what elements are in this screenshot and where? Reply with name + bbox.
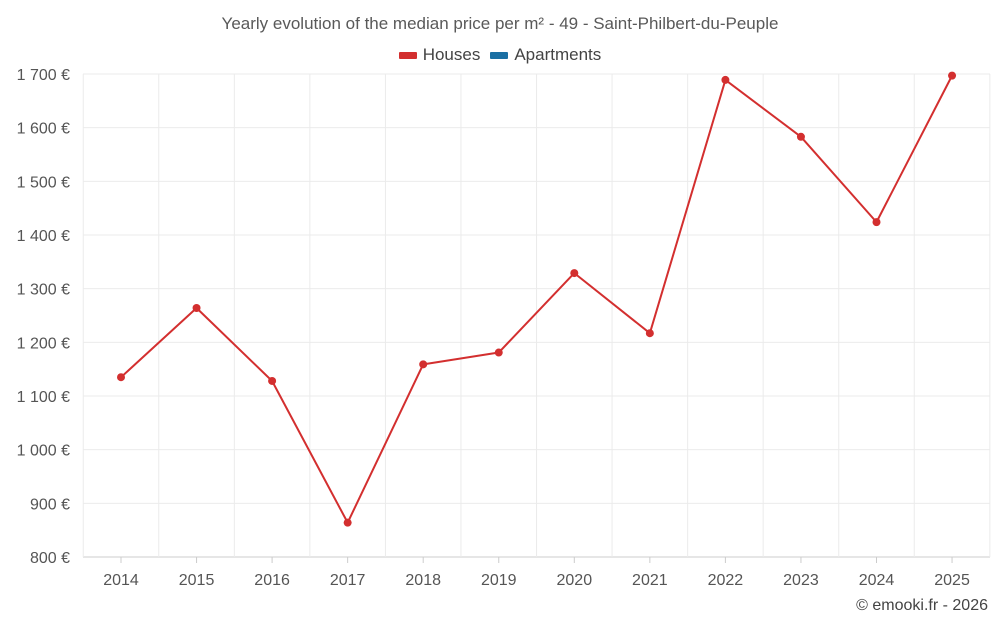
series-line-houses bbox=[120, 75, 953, 524]
data-point bbox=[268, 376, 277, 385]
x-tick-label: 2022 bbox=[708, 572, 744, 589]
x-tick-label: 2025 bbox=[934, 572, 970, 589]
legend-label-houses: Houses bbox=[422, 45, 481, 64]
legend: Houses Apartments bbox=[0, 45, 1000, 65]
y-tick-label: 1 300 € bbox=[17, 282, 70, 299]
x-tick-label: 2017 bbox=[330, 572, 366, 589]
x-tick-label: 2024 bbox=[859, 572, 895, 589]
x-tick-label: 2016 bbox=[254, 572, 290, 589]
x-tick-label: 2014 bbox=[103, 572, 139, 589]
legend-item-houses[interactable]: Houses bbox=[398, 45, 481, 65]
data-point bbox=[192, 303, 201, 312]
copyright-credit: © emooki.fr - 2026 bbox=[856, 597, 988, 614]
data-point bbox=[645, 329, 654, 338]
legend-item-apartments[interactable]: Apartments bbox=[490, 45, 601, 65]
data-point bbox=[721, 75, 730, 84]
y-tick-label: 1 100 € bbox=[17, 389, 70, 406]
y-tick-label: 1 200 € bbox=[17, 335, 70, 352]
data-point bbox=[419, 360, 428, 369]
data-point bbox=[343, 518, 352, 527]
data-point bbox=[570, 269, 579, 278]
data-point bbox=[796, 132, 805, 141]
chart-title: Yearly evolution of the median price per… bbox=[221, 14, 779, 33]
data-point bbox=[494, 348, 503, 357]
data-point bbox=[948, 71, 957, 80]
x-tick-label: 2020 bbox=[557, 572, 593, 589]
y-tick-label: 1 500 € bbox=[17, 174, 70, 191]
legend-label-apartments: Apartments bbox=[514, 45, 602, 64]
legend-swatch-houses bbox=[398, 51, 417, 59]
y-tick-label: 900 € bbox=[30, 496, 70, 513]
x-tick-label: 2018 bbox=[405, 572, 441, 589]
legend-swatch-apartments bbox=[490, 51, 509, 59]
y-tick-label: 1 400 € bbox=[17, 228, 70, 245]
y-tick-label: 1 700 € bbox=[17, 67, 70, 84]
data-point bbox=[872, 218, 881, 227]
x-tick-label: 2023 bbox=[783, 572, 819, 589]
x-tick-label: 2015 bbox=[179, 572, 215, 589]
x-tick-label: 2019 bbox=[481, 572, 517, 589]
y-tick-label: 1 000 € bbox=[17, 443, 70, 460]
y-tick-label: 800 € bbox=[30, 550, 70, 567]
data-point bbox=[117, 373, 125, 382]
y-tick-label: 1 600 € bbox=[17, 121, 70, 138]
x-tick-label: 2021 bbox=[632, 572, 668, 589]
